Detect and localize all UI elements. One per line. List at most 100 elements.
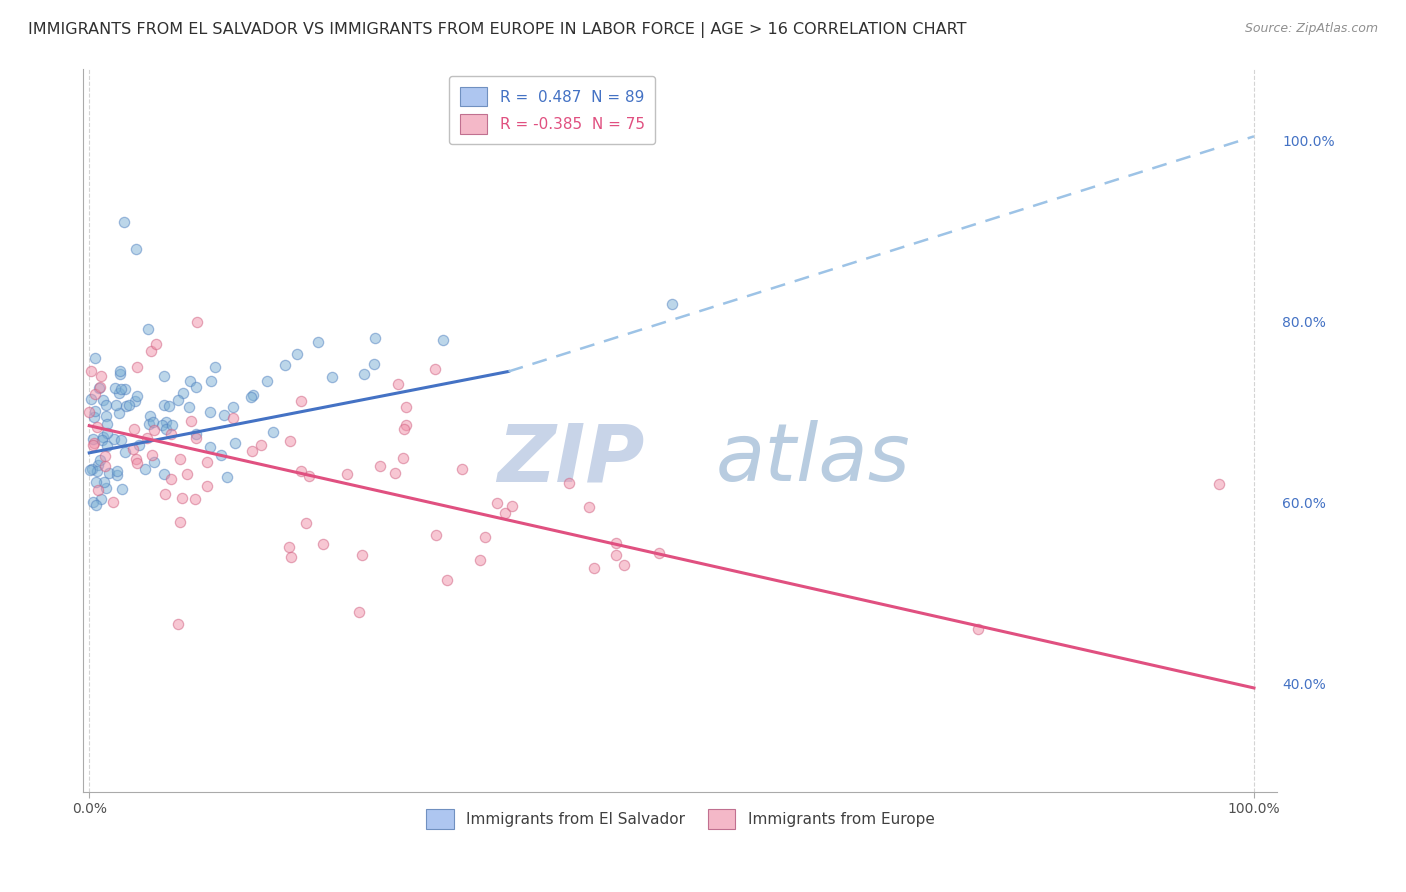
Point [392, 422, 415, 436]
Point [661, 296, 683, 310]
Point [290, 393, 312, 408]
Point [195, 455, 218, 469]
Point [494, 506, 516, 520]
Point [364, 331, 387, 345]
Point [136, 431, 159, 445]
Text: ZIP: ZIP [498, 420, 644, 498]
Point [103, 433, 125, 447]
Point [108, 367, 131, 381]
Point [114, 382, 136, 396]
Point [307, 335, 329, 350]
Point [215, 470, 238, 484]
Point [167, 616, 190, 631]
Point [89, 380, 111, 394]
Point [278, 434, 301, 448]
Point [179, 374, 201, 388]
Point [96, 417, 118, 432]
Point [122, 442, 145, 457]
Point [94, 481, 117, 495]
Point [136, 322, 159, 336]
Point [93, 475, 115, 490]
Point [128, 437, 150, 451]
Point [96, 426, 118, 441]
Point [90, 491, 112, 506]
Point [222, 411, 245, 425]
Point [176, 467, 198, 481]
Point [142, 416, 165, 430]
Point [384, 466, 406, 480]
Point [180, 414, 202, 428]
Point [115, 399, 138, 413]
Point [152, 398, 174, 412]
Point [111, 482, 134, 496]
Point [83, 404, 105, 418]
Point [967, 622, 990, 636]
Point [347, 605, 370, 619]
Point [157, 399, 180, 413]
Point [321, 370, 343, 384]
Point [242, 388, 264, 402]
Point [485, 495, 508, 509]
Point [110, 382, 132, 396]
Point [160, 472, 183, 486]
Point [139, 343, 162, 358]
Point [104, 381, 127, 395]
Point [125, 243, 148, 257]
Point [222, 401, 245, 415]
Point [198, 440, 221, 454]
Point [77, 405, 100, 419]
Point [84, 475, 107, 490]
Point [94, 409, 117, 423]
Point [184, 431, 207, 445]
Point [84, 498, 107, 512]
Point [285, 347, 308, 361]
Legend: Immigrants from El Salvador, Immigrants from Europe: Immigrants from El Salvador, Immigrants … [420, 803, 941, 835]
Point [425, 361, 447, 376]
Point [125, 389, 148, 403]
Point [159, 427, 181, 442]
Point [605, 548, 627, 562]
Point [209, 448, 232, 462]
Point [134, 462, 156, 476]
Point [94, 458, 117, 473]
Point [204, 360, 226, 375]
Point [212, 408, 235, 422]
Point [274, 359, 297, 373]
Point [114, 445, 136, 459]
Point [605, 535, 627, 549]
Point [153, 487, 176, 501]
Point [294, 516, 316, 531]
Point [312, 536, 335, 550]
Point [107, 464, 129, 478]
Point [83, 409, 105, 424]
Point [370, 459, 392, 474]
Point [425, 527, 447, 541]
Point [86, 464, 108, 478]
Point [336, 467, 359, 481]
Point [195, 479, 218, 493]
Text: IMMIGRANTS FROM EL SALVADOR VS IMMIGRANTS FROM EUROPE IN LABOR FORCE | AGE > 16 : IMMIGRANTS FROM EL SALVADOR VS IMMIGRANT… [28, 22, 966, 38]
Point [124, 393, 146, 408]
Point [112, 215, 135, 229]
Point [186, 315, 208, 329]
Point [82, 437, 104, 451]
Point [87, 483, 110, 498]
Point [125, 456, 148, 470]
Point [139, 409, 162, 423]
Point [108, 364, 131, 378]
Point [184, 491, 207, 506]
Point [82, 495, 104, 509]
Point [558, 475, 581, 490]
Point [160, 418, 183, 433]
Text: atlas: atlas [716, 420, 911, 498]
Point [395, 417, 418, 432]
Point [122, 422, 145, 436]
Point [353, 368, 375, 382]
Point [179, 400, 201, 414]
Point [172, 385, 194, 400]
Point [89, 381, 111, 395]
Point [470, 553, 492, 567]
Point [582, 561, 605, 575]
Point [105, 467, 128, 482]
Point [153, 467, 176, 482]
